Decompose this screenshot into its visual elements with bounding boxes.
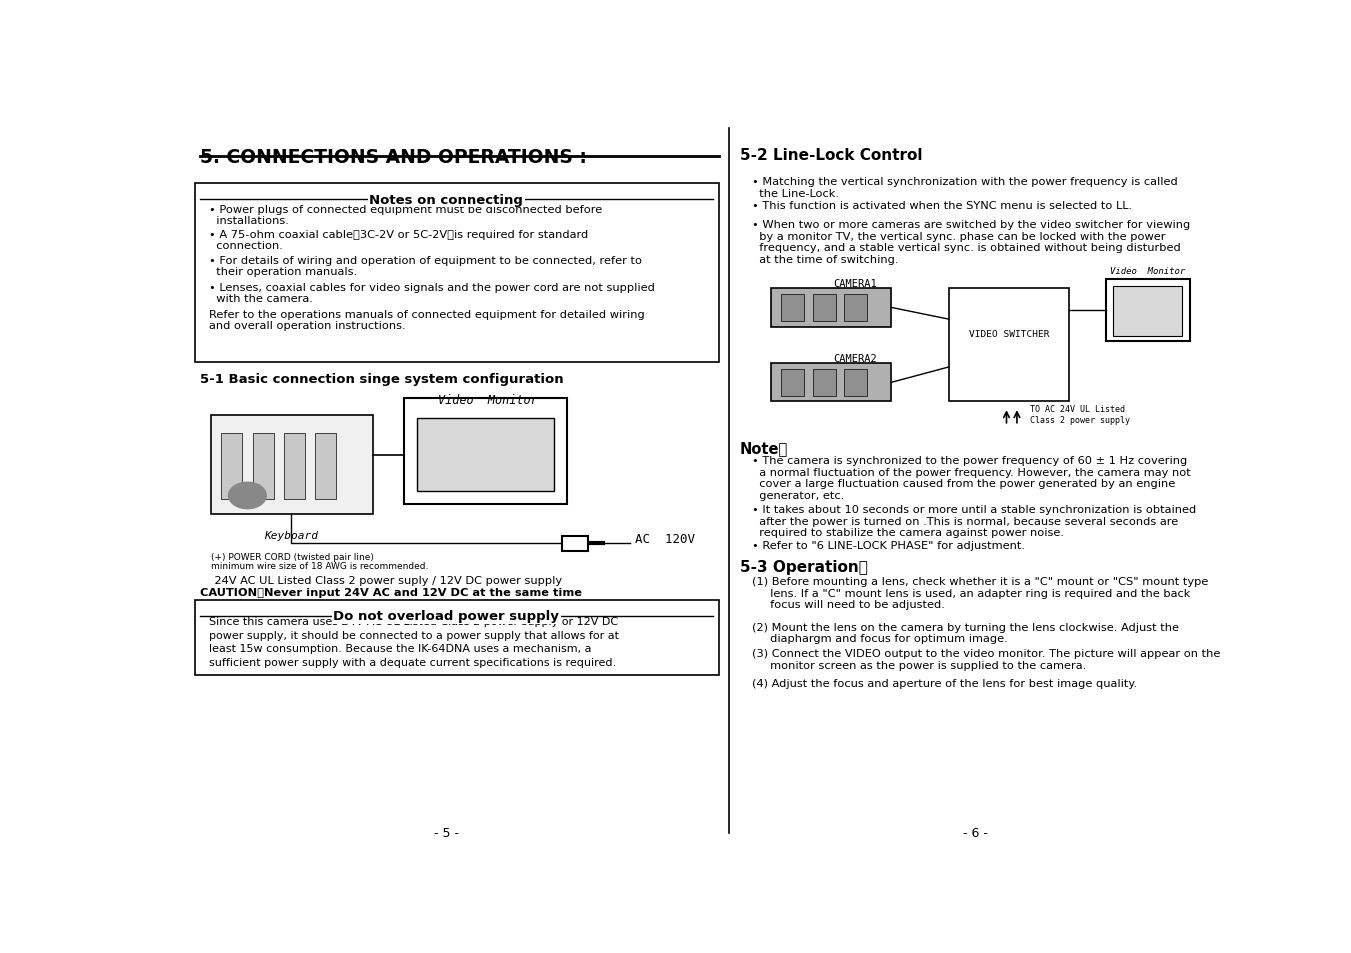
Text: 5. CONNECTIONS AND OPERATIONS :: 5. CONNECTIONS AND OPERATIONS : [200,148,588,167]
Text: Since this camera uses 24V AC UL Listed Class 2 power supply or 12V DC
power sup: Since this camera uses 24V AC UL Listed … [208,617,619,667]
Text: Class 2 power supply: Class 2 power supply [1029,416,1129,425]
Text: • It takes about 10 seconds or more until a stable synchronization is obtained
 : • It takes about 10 seconds or more unti… [753,505,1197,537]
Text: minimum wire size of 18 AWG is recommended.: minimum wire size of 18 AWG is recommend… [211,561,428,570]
Text: • Matching the vertical synchronization with the power frequency is called
  the: • Matching the vertical synchronization … [753,176,1178,198]
Text: 5-3 Operation：: 5-3 Operation： [739,559,867,575]
Text: CAMERA1: CAMERA1 [832,279,877,289]
FancyBboxPatch shape [195,184,719,362]
Text: - 5 -: - 5 - [434,826,459,840]
Text: (+) POWER CORD (twisted pair line): (+) POWER CORD (twisted pair line) [211,553,374,561]
Text: (3) Connect the VIDEO output to the video monitor. The picture will appear on th: (3) Connect the VIDEO output to the vide… [753,649,1220,670]
Bar [948,288,1070,402]
Bar [813,294,836,321]
Text: (1) Before mounting a lens, check whether it is a "C" mount or "CS" mount type
 : (1) Before mounting a lens, check whethe… [753,577,1208,610]
FancyBboxPatch shape [195,600,719,676]
Text: • The camera is synchronized to the power frequency of 60 ± 1 Hz covering
  a no: • The camera is synchronized to the powe… [753,456,1190,500]
Bar [813,370,836,396]
Text: 5-2 Line-Lock Control: 5-2 Line-Lock Control [739,148,921,162]
Text: Do not overload power supply: Do not overload power supply [334,610,559,622]
Text: Video  Monitor: Video Monitor [438,394,538,406]
Text: • This function is activated when the SYNC menu is selected to LL.: • This function is activated when the SY… [753,201,1132,211]
Text: 24V AC UL Listed Class 2 power suply / 12V DC power supply: 24V AC UL Listed Class 2 power suply / 1… [200,576,562,585]
Text: (2) Mount the lens on the camera by turning the lens clockwise. Adjust the
     : (2) Mount the lens on the camera by turn… [753,622,1179,643]
Text: • A 75-ohm coaxial cable（3C-2V or 5C-2V）is required for standard
  connection.: • A 75-ohm coaxial cable（3C-2V or 5C-2V）… [208,230,588,252]
Bar [562,537,588,551]
Bar [284,434,305,499]
Bar [417,418,554,492]
Bar [222,434,242,499]
Text: • Power plugs of connected equipment must be disconnected before
  installations: • Power plugs of connected equipment mus… [208,205,603,226]
Text: 5-1 Basic connection singe system configuration: 5-1 Basic connection singe system config… [200,373,563,386]
Text: Notes on connecting: Notes on connecting [369,193,523,207]
Text: TO AC 24V UL Listed: TO AC 24V UL Listed [1029,405,1124,414]
Text: • Lenses, coaxial cables for video signals and the power cord are not supplied
 : • Lenses, coaxial cables for video signa… [208,282,654,304]
Text: AC  120V: AC 120V [635,532,694,545]
Text: CAUTION：Never input 24V AC and 12V DC at the same time: CAUTION：Never input 24V AC and 12V DC at… [200,587,582,597]
Text: • For details of wiring and operation of equipment to be connected, refer to
  t: • For details of wiring and operation of… [208,255,642,276]
Bar [771,289,892,327]
Text: CAMERA2: CAMERA2 [832,354,877,364]
Bar [771,364,892,402]
Text: Video  Monitor: Video Monitor [1111,267,1185,275]
Text: Keyboard: Keyboard [265,531,319,540]
Bar [253,434,273,499]
Circle shape [228,483,266,509]
Bar [316,434,336,499]
Bar [844,370,867,396]
Text: Refer to the operations manuals of connected equipment for detailed wiring
and o: Refer to the operations manuals of conne… [208,310,644,331]
Text: • Refer to "6 LINE-LOCK PHASE" for adjustment.: • Refer to "6 LINE-LOCK PHASE" for adjus… [753,540,1025,550]
Bar [211,416,373,515]
Bar [781,370,804,396]
Text: - 6 -: - 6 - [963,826,988,840]
Bar [1106,279,1190,342]
Bar [1113,287,1182,336]
Bar [781,294,804,321]
Text: (4) Adjust the focus and aperture of the lens for best image quality.: (4) Adjust the focus and aperture of the… [753,678,1138,688]
Bar [404,398,567,505]
Text: Note：: Note： [739,441,788,456]
Text: • When two or more cameras are switched by the video switcher for viewing
  by a: • When two or more cameras are switched … [753,220,1190,265]
Text: VIDEO SWITCHER: VIDEO SWITCHER [969,330,1050,339]
Bar [844,294,867,321]
